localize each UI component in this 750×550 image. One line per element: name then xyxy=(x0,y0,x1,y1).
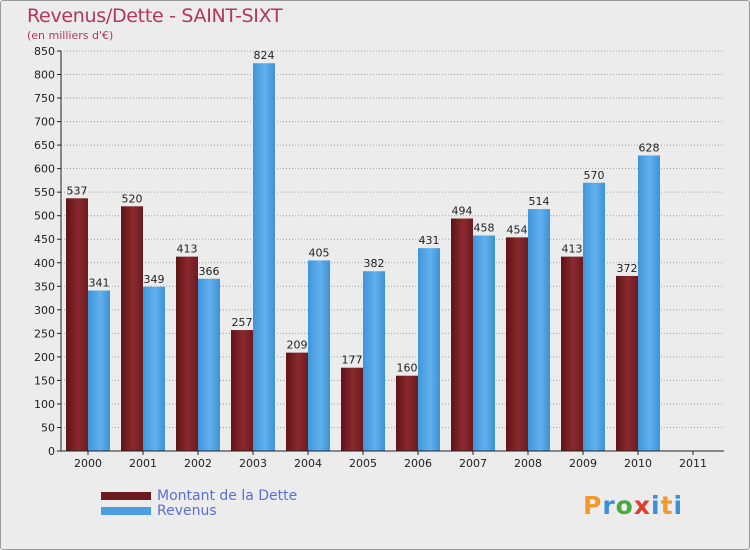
logo-letter: P xyxy=(583,491,603,520)
logo-letter: t xyxy=(660,491,674,520)
logo-letter: i xyxy=(651,491,661,520)
data-label-revenus-2010: 628 xyxy=(639,141,660,154)
y-tick-label-400: 400 xyxy=(34,257,55,270)
bar-revenus-2008 xyxy=(528,209,550,451)
x-tick-label-2009: 2009 xyxy=(569,457,597,470)
x-tick-label-2005: 2005 xyxy=(349,457,377,470)
x-tick-label-2006: 2006 xyxy=(404,457,432,470)
chart-subtitle: (en milliers d'€) xyxy=(27,29,114,42)
logo-letter: i xyxy=(673,491,684,520)
data-label-dette-2001: 520 xyxy=(122,192,143,205)
bar-revenus-2001 xyxy=(143,286,165,451)
data-label-revenus-2008: 514 xyxy=(529,195,550,208)
data-label-revenus-2003: 824 xyxy=(254,49,275,62)
bar-revenus-2003 xyxy=(253,63,275,452)
y-tick-label-750: 750 xyxy=(34,92,55,105)
bar-dette-2010 xyxy=(616,275,638,451)
bar-dette-2003 xyxy=(231,330,253,451)
data-label-dette-2009: 413 xyxy=(562,243,583,256)
legend-label-revenus: Revenus xyxy=(157,502,217,519)
y-tick-label-500: 500 xyxy=(34,210,55,223)
legend-item-dette: Montant de la Dette xyxy=(101,487,298,504)
data-label-revenus-2005: 382 xyxy=(364,257,385,270)
legend: Montant de la Dette Revenus xyxy=(101,487,298,519)
bar-revenus-2004 xyxy=(308,260,330,451)
chart-title: Revenus/Dette - SAINT-SIXT xyxy=(27,5,283,27)
data-label-revenus-2002: 366 xyxy=(199,265,220,278)
bar-dette-2002 xyxy=(176,256,198,451)
y-tick-label-800: 800 xyxy=(34,69,55,82)
data-label-dette-2005: 177 xyxy=(342,354,363,367)
bar-revenus-2005 xyxy=(363,271,385,451)
bar-dette-2000 xyxy=(66,198,88,451)
data-label-dette-2002: 413 xyxy=(177,243,198,256)
y-tick-label-850: 850 xyxy=(34,45,55,58)
logo-letter: r xyxy=(602,491,616,520)
logo-letter: x xyxy=(633,491,651,520)
bar-revenus-2009 xyxy=(583,182,605,451)
y-tick-label-650: 650 xyxy=(34,139,55,152)
y-tick-label-300: 300 xyxy=(34,304,55,317)
bar-dette-2004 xyxy=(286,352,308,451)
logo-letter: o xyxy=(615,491,634,520)
x-tick-label-2000: 2000 xyxy=(74,457,102,470)
data-label-revenus-2001: 349 xyxy=(144,273,165,286)
bar-dette-2008 xyxy=(506,237,528,451)
data-label-revenus-2000: 341 xyxy=(89,277,110,290)
y-tick-label-700: 700 xyxy=(34,116,55,129)
legend-label-dette: Montant de la Dette xyxy=(157,487,298,504)
data-label-dette-2003: 257 xyxy=(232,316,253,329)
legend-item-revenus: Revenus xyxy=(101,502,297,519)
bar-revenus-2000 xyxy=(88,290,110,451)
grid-lines xyxy=(61,50,724,428)
y-tick-label-50: 50 xyxy=(41,421,55,434)
x-tick-label-2003: 2003 xyxy=(239,457,267,470)
y-tick-label-600: 600 xyxy=(34,163,55,176)
y-tick-label-550: 550 xyxy=(34,186,55,199)
axes xyxy=(57,50,724,455)
bar-dette-2009 xyxy=(561,256,583,451)
data-label-dette-2004: 209 xyxy=(287,339,308,352)
bar-revenus-2007 xyxy=(473,235,495,451)
data-label-revenus-2009: 570 xyxy=(584,169,605,182)
y-tick-label-0: 0 xyxy=(48,445,55,458)
data-label-revenus-2007: 458 xyxy=(474,221,495,234)
data-label-revenus-2006: 431 xyxy=(419,234,440,247)
bar-dette-2006 xyxy=(396,375,418,451)
y-tick-label-450: 450 xyxy=(34,233,55,246)
data-label-dette-2010: 372 xyxy=(617,262,638,275)
proxiti-logo: Proxiti xyxy=(583,491,683,520)
y-tick-label-100: 100 xyxy=(34,398,55,411)
data-label-dette-2000: 537 xyxy=(67,184,88,197)
legend-swatch-dette xyxy=(101,491,151,500)
legend-swatch-revenus xyxy=(101,506,151,515)
bar-revenus-2002 xyxy=(198,278,220,451)
x-tick-label-2008: 2008 xyxy=(514,457,542,470)
y-tick-label-150: 150 xyxy=(34,374,55,387)
bar-revenus-2006 xyxy=(418,248,440,451)
x-tick-label-2011: 2011 xyxy=(679,457,707,470)
x-tick-label-2010: 2010 xyxy=(624,457,652,470)
bar-dette-2007 xyxy=(451,218,473,451)
bar-dette-2001 xyxy=(121,206,143,451)
y-tick-label-250: 250 xyxy=(34,327,55,340)
labels: 0 50 100 150 200 250 300 350 400 450 500 550 600 650 7… xyxy=(34,45,707,470)
bar-revenus-2010 xyxy=(638,155,660,451)
x-tick-label-2007: 2007 xyxy=(459,457,487,470)
x-tick-label-2002: 2002 xyxy=(184,457,212,470)
x-tick-label-2004: 2004 xyxy=(294,457,322,470)
y-tick-label-200: 200 xyxy=(34,351,55,364)
x-tick-label-2001: 2001 xyxy=(129,457,157,470)
bars xyxy=(66,63,660,452)
data-label-dette-2008: 454 xyxy=(507,223,528,236)
data-label-dette-2006: 160 xyxy=(397,362,418,375)
y-tick-label-350: 350 xyxy=(34,280,55,293)
data-label-dette-2007: 494 xyxy=(452,205,473,218)
data-label-revenus-2004: 405 xyxy=(309,246,330,259)
bar-dette-2005 xyxy=(341,367,363,451)
